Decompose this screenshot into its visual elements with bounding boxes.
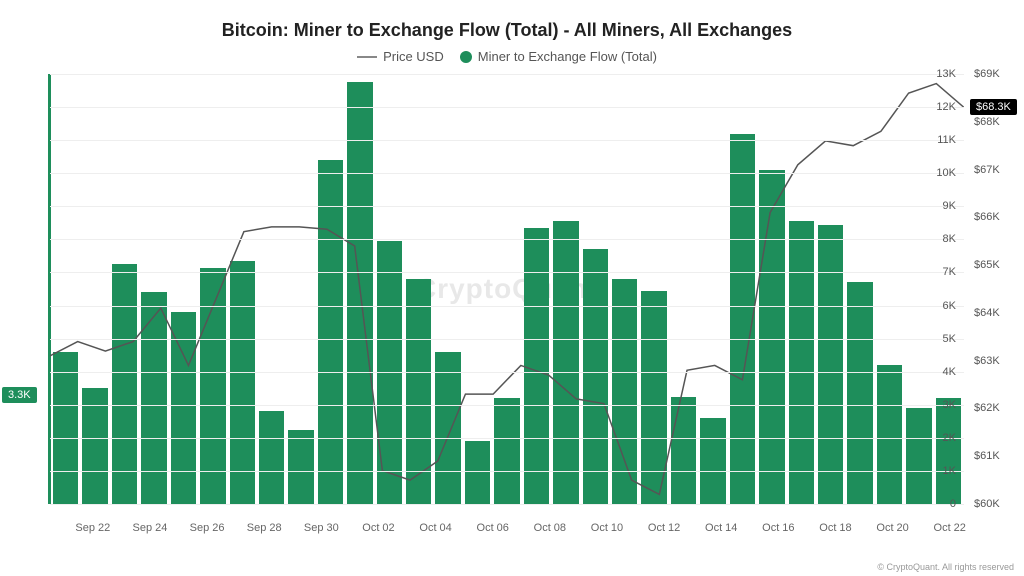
bar [524, 228, 549, 504]
x-tick: Oct 04 [419, 522, 451, 534]
bar [936, 398, 961, 504]
x-tick: Oct 06 [477, 522, 509, 534]
right-axis-badge: $68.3K [970, 99, 1017, 115]
y-tick-right: $66K [974, 211, 1000, 223]
legend-dot-icon [460, 51, 472, 63]
y-tick-right: $67K [974, 164, 1000, 176]
x-tick: Oct 14 [705, 522, 737, 534]
x-tick: Sep 26 [190, 522, 225, 534]
bar [53, 352, 78, 504]
plot-area: CryptoQuant 3.3K $68.3K Sep 22Sep 24Sep … [50, 74, 964, 504]
bar [700, 418, 725, 504]
grid-line [50, 272, 964, 273]
x-tick: Oct 18 [819, 522, 851, 534]
bar [641, 291, 666, 504]
legend-item-flow: Miner to Exchange Flow (Total) [460, 49, 657, 64]
bar [318, 160, 343, 504]
grid-line [50, 405, 964, 406]
x-tick: Oct 16 [762, 522, 794, 534]
bar [494, 398, 519, 504]
y-tick-left: 4K [943, 366, 956, 378]
x-tick: Sep 22 [75, 522, 110, 534]
left-axis-badge: 3.3K [2, 387, 37, 403]
y-tick-right: $68K [974, 116, 1000, 128]
grid-line [50, 306, 964, 307]
bar [877, 365, 902, 504]
y-tick-left: 1K [943, 465, 956, 477]
bar [171, 312, 196, 504]
y-tick-right: $61K [974, 450, 1000, 462]
y-tick-right: $64K [974, 307, 1000, 319]
legend-label-price: Price USD [383, 49, 444, 64]
y-tick-right: $69K [974, 68, 1000, 80]
y-tick-right: $62K [974, 402, 1000, 414]
grid-line [50, 107, 964, 108]
x-tick: Sep 24 [133, 522, 168, 534]
chart-container: Bitcoin: Miner to Exchange Flow (Total) … [0, 0, 1024, 576]
y-tick-left: 11K [937, 134, 956, 146]
bar [141, 292, 166, 504]
y-tick-left: 0 [950, 498, 956, 510]
y-tick-left: 2K [943, 432, 956, 444]
bar [671, 397, 696, 505]
x-tick: Oct 20 [876, 522, 908, 534]
grid-line [50, 504, 964, 505]
y-tick-right: $60K [974, 498, 1000, 510]
y-tick-left: 6K [943, 300, 956, 312]
grid-line [50, 438, 964, 439]
bar [906, 408, 931, 504]
y-tick-right: $65K [974, 259, 1000, 271]
y-tick-left: 12K [936, 101, 956, 113]
y-tick-left: 10K [936, 167, 956, 179]
chart-title: Bitcoin: Miner to Exchange Flow (Total) … [50, 20, 964, 41]
y-tick-left: 5K [943, 333, 956, 345]
bar [465, 441, 490, 504]
bar [818, 225, 843, 505]
x-tick: Oct 02 [362, 522, 394, 534]
x-tick: Oct 22 [934, 522, 966, 534]
x-tick: Oct 12 [648, 522, 680, 534]
bar [200, 268, 225, 505]
bar [347, 82, 372, 504]
legend-line-icon [357, 56, 377, 58]
bar [259, 411, 284, 504]
grid-line [50, 239, 964, 240]
bar [730, 134, 755, 504]
bar [789, 221, 814, 504]
bars-group [50, 74, 964, 504]
bar [230, 261, 255, 504]
legend: Price USD Miner to Exchange Flow (Total) [50, 49, 964, 64]
grid-line [50, 173, 964, 174]
x-tick: Oct 08 [534, 522, 566, 534]
grid-line [50, 206, 964, 207]
y-tick-left: 13K [936, 68, 956, 80]
legend-item-price: Price USD [357, 49, 444, 64]
bar [112, 264, 137, 504]
y-tick-left: 9K [943, 200, 956, 212]
copyright: © CryptoQuant. All rights reserved [877, 562, 1014, 572]
bar [435, 352, 460, 504]
y-tick-right: $63K [974, 355, 1000, 367]
bar [288, 430, 313, 504]
legend-label-flow: Miner to Exchange Flow (Total) [478, 49, 657, 64]
x-tick: Oct 10 [591, 522, 623, 534]
x-tick: Sep 28 [247, 522, 282, 534]
grid-line [50, 372, 964, 373]
bar [583, 249, 608, 504]
y-tick-left: 7K [943, 266, 956, 278]
grid-line [50, 471, 964, 472]
grid-line [50, 140, 964, 141]
grid-line [50, 339, 964, 340]
y-tick-left: 8K [943, 233, 956, 245]
y-tick-left: 3K [943, 399, 956, 411]
bar [553, 221, 578, 504]
bar [759, 170, 784, 504]
grid-line [50, 74, 964, 75]
x-tick: Sep 30 [304, 522, 339, 534]
